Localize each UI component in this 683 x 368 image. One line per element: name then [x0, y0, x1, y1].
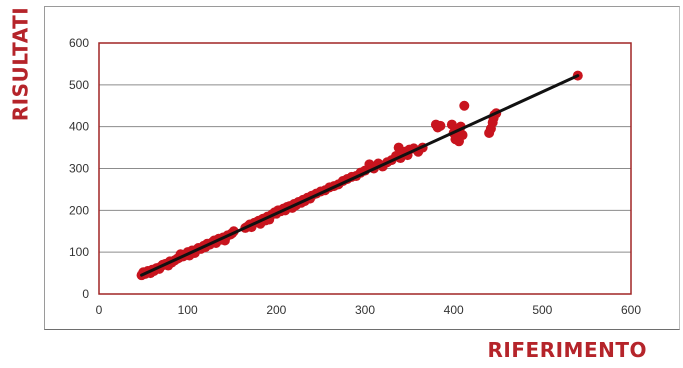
y-tick-labels: 0 100 200 300 400 500 600 — [69, 36, 89, 301]
y-tick-label: 0 — [82, 287, 89, 301]
scatter-chart: 0 100 200 300 400 500 600 0 100 200 300 400 500 600 — [69, 36, 642, 317]
y-tick-label: 300 — [69, 162, 89, 176]
x-tick-label: 100 — [178, 303, 198, 317]
plot-area — [98, 42, 632, 295]
x-tick-label: 400 — [444, 303, 464, 317]
y-tick-label: 400 — [69, 120, 89, 134]
x-axis-title: RIFERIMENTO — [487, 338, 647, 362]
trendline — [140, 74, 580, 277]
x-tick-label: 0 — [96, 303, 103, 317]
x-tick-label: 200 — [266, 303, 286, 317]
x-tick-label: 300 — [355, 303, 375, 317]
data-point — [457, 130, 468, 141]
y-tick-label: 200 — [69, 203, 89, 217]
y-axis-title-text: RISULTATI — [8, 6, 32, 122]
y-tick-label: 600 — [69, 36, 89, 50]
data-point — [459, 100, 470, 111]
x-tick-label: 600 — [621, 303, 641, 317]
data-point — [435, 120, 446, 131]
y-axis-title: RISULTATI — [4, 6, 36, 122]
chart-frame — [44, 6, 680, 330]
y-tick-label: 100 — [69, 245, 89, 259]
x-tick-label: 500 — [532, 303, 552, 317]
x-tick-labels: 0 100 200 300 400 500 600 — [96, 303, 642, 317]
y-tick-label: 500 — [69, 78, 89, 92]
